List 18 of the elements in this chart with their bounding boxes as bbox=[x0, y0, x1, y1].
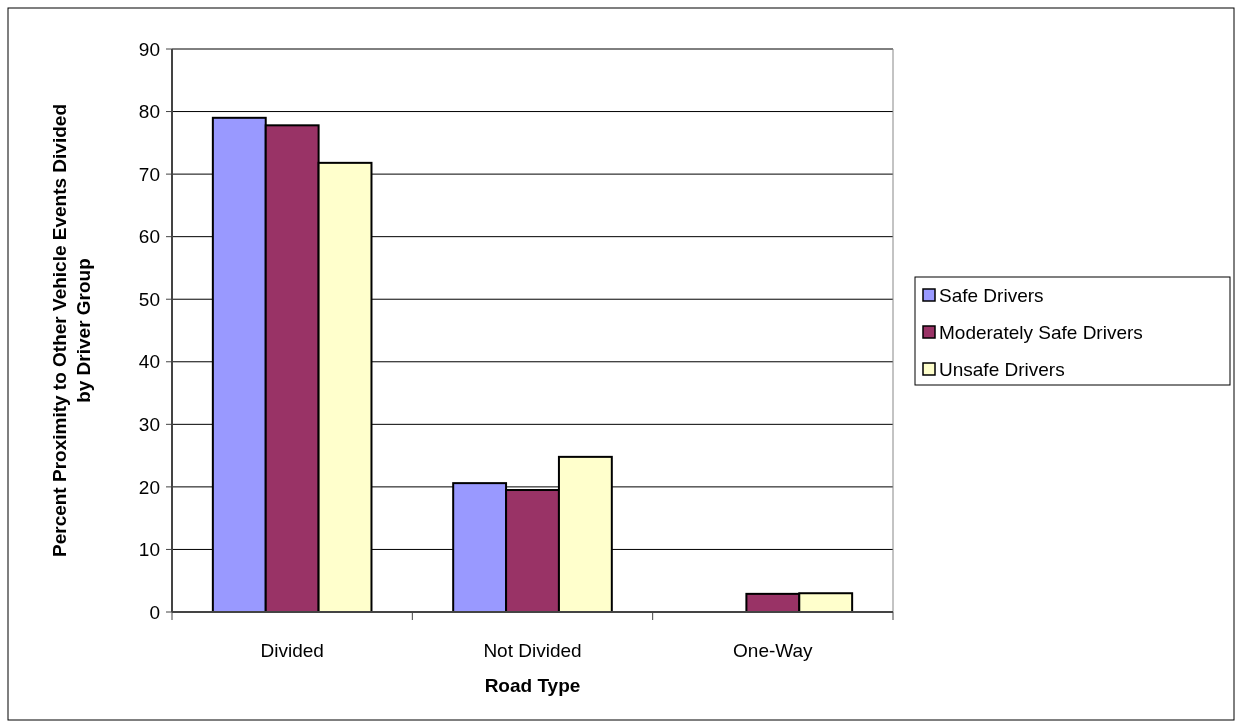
y-tick-label: 20 bbox=[138, 476, 160, 498]
x-axis-title: Road Type bbox=[484, 675, 581, 696]
y-tick-label: 30 bbox=[138, 413, 160, 435]
y-tick-label: 0 bbox=[149, 601, 160, 623]
y-tick-label: 10 bbox=[138, 539, 160, 561]
x-tick-label: One-Way bbox=[733, 640, 814, 661]
x-tick-label: Not Divided bbox=[483, 640, 582, 661]
legend-label: Moderately Safe Drivers bbox=[939, 321, 1143, 343]
y-tick-label: 60 bbox=[138, 226, 160, 248]
legend-label: Unsafe Drivers bbox=[939, 358, 1065, 380]
y-tick-label: 70 bbox=[138, 163, 160, 185]
x-tick-label: Divided bbox=[260, 640, 324, 661]
y-axis-title: Percent Proximity to Other Vehicle Events Divided by Driver Group bbox=[49, 104, 94, 557]
y-tick-label: 80 bbox=[138, 101, 160, 123]
y-tick-label: 90 bbox=[138, 38, 160, 60]
y-tick-label: 40 bbox=[138, 351, 160, 373]
legend-label: Safe Drivers bbox=[939, 284, 1044, 306]
y-tick-label: 50 bbox=[138, 288, 160, 310]
